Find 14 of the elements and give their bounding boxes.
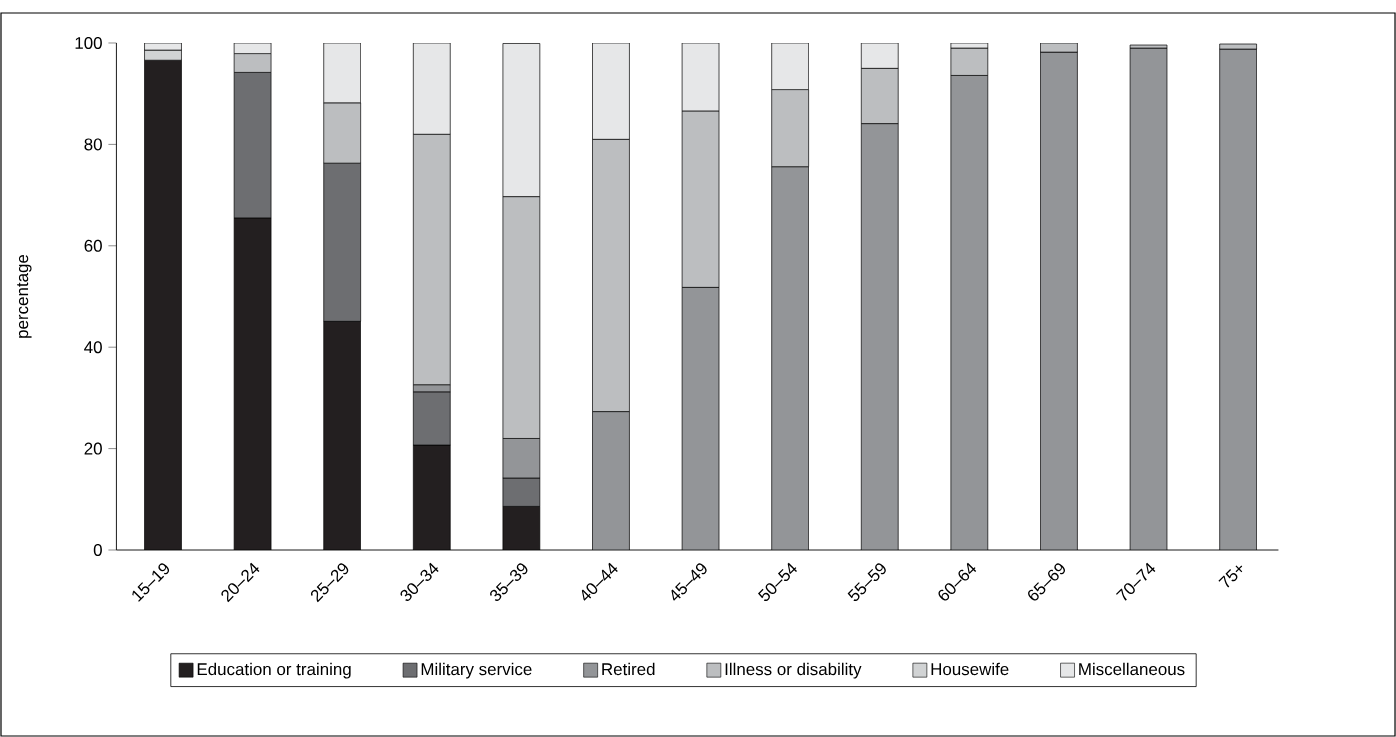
legend-label: Housewife bbox=[931, 662, 1009, 676]
legend-label: Military service bbox=[421, 662, 532, 679]
y-axis-title: percentage bbox=[17, 254, 32, 338]
x-tick-label: 75+ bbox=[1218, 565, 1243, 588]
y-tick-label: 60 bbox=[84, 239, 102, 252]
legend-label: Retired bbox=[602, 662, 655, 676]
y-tick-label: 100 bbox=[75, 36, 102, 49]
y-tick-label: 20 bbox=[84, 442, 102, 455]
y-tick-label: 40 bbox=[84, 341, 102, 354]
legend-label: Illness or disability bbox=[725, 662, 862, 679]
legend-label: Miscellaneous bbox=[1079, 662, 1185, 676]
y-tick-label: 0 bbox=[93, 544, 102, 556]
y-tick-label: 80 bbox=[84, 138, 102, 151]
legend-label: Education or training bbox=[197, 662, 351, 679]
